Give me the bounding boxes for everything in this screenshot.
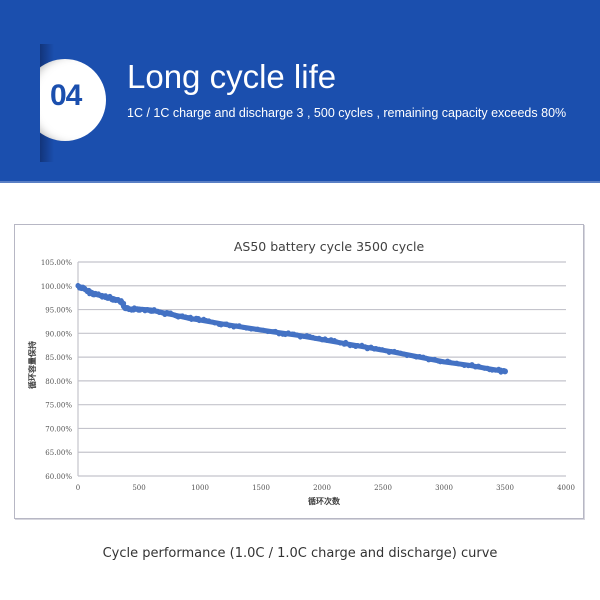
chart-container: AS50 battery cycle 3500 cycle 60.00% 65.0… xyxy=(14,224,584,519)
y-tick-label: 70.00% xyxy=(45,425,72,433)
y-tick-label: 65.00% xyxy=(45,449,72,457)
x-tick-label: 1500 xyxy=(252,484,270,492)
cycle-life-chart: AS50 battery cycle 3500 cycle 60.00% 65.0… xyxy=(27,239,575,506)
x-tick-label: 500 xyxy=(132,484,145,492)
y-axis-ticks: 60.00% 65.00% 70.00% 75.00% 80.00% 85.00% 90.0… xyxy=(41,259,72,481)
y-axis-label: 循环容量保持 xyxy=(27,341,37,390)
section-number-badge: 04 xyxy=(40,59,106,141)
header-banner: 04 Long cycle life 1C / 1C charge and di… xyxy=(0,0,600,183)
x-tick-label: 2500 xyxy=(374,484,392,492)
chart-title: AS50 battery cycle 3500 cycle xyxy=(234,239,425,254)
x-axis-label: 循环次数 xyxy=(307,496,341,506)
x-tick-label: 1000 xyxy=(191,484,209,492)
x-tick-label: 3000 xyxy=(435,484,453,492)
data-series xyxy=(75,283,508,375)
x-tick-label: 2000 xyxy=(313,484,331,492)
x-axis-ticks: 0 500 1000 1500 2000 2500 3000 3500 4000 xyxy=(76,484,575,492)
y-tick-label: 95.00% xyxy=(45,307,72,315)
y-tick-label: 80.00% xyxy=(45,378,72,386)
gridlines xyxy=(77,261,566,477)
x-tick-label: 0 xyxy=(76,484,80,492)
y-tick-label: 105.00% xyxy=(41,259,72,267)
x-tick-label: 4000 xyxy=(557,484,575,492)
y-tick-label: 75.00% xyxy=(45,402,72,410)
feature-subtitle: 1C / 1C charge and discharge 3 , 500 cyc… xyxy=(127,106,567,120)
y-tick-label: 90.00% xyxy=(45,330,72,338)
badge-circle xyxy=(40,59,106,141)
y-tick-label: 85.00% xyxy=(45,354,72,362)
feature-title: Long cycle life xyxy=(127,58,337,95)
y-tick-label: 60.00% xyxy=(45,473,72,481)
chart-caption: Cycle performance (1.0C / 1.0C charge an… xyxy=(102,546,498,561)
y-tick-label: 100.00% xyxy=(41,283,72,291)
badge-number: 04 xyxy=(50,79,82,112)
x-tick-label: 3500 xyxy=(496,484,514,492)
